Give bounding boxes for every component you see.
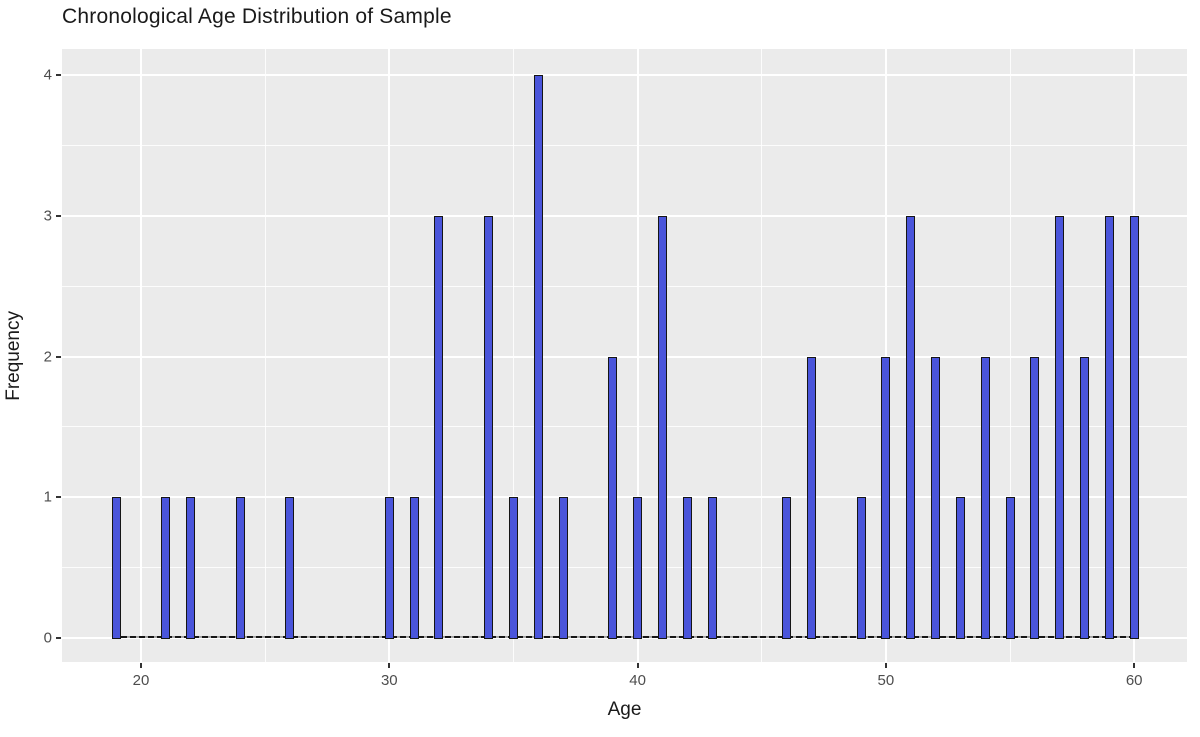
gridline-major-horizontal — [62, 214, 1187, 217]
x-tick-label: 30 — [380, 672, 398, 689]
bar-age-59 — [1104, 215, 1114, 639]
y-tick-mark — [56, 496, 61, 499]
y-axis-title-wrap: Frequency — [2, 49, 26, 662]
bar-age-40 — [633, 497, 643, 639]
gridline-minor-horizontal — [62, 567, 1187, 569]
bar-age-57 — [1055, 215, 1065, 639]
gridline-major-vertical — [140, 49, 142, 662]
bar-age-50 — [881, 356, 891, 639]
gridline-major-horizontal — [62, 355, 1187, 358]
bar-age-26 — [285, 497, 295, 639]
bar-age-53 — [955, 497, 965, 639]
bar-age-41 — [657, 215, 667, 639]
gridline-minor-horizontal — [62, 285, 1187, 287]
y-tick-label: 4 — [43, 66, 52, 84]
bar-age-31 — [409, 497, 419, 639]
y-tick-mark — [56, 214, 61, 217]
y-tick-mark — [56, 74, 61, 76]
bar-age-21 — [161, 497, 171, 639]
gridline-major-vertical — [636, 49, 639, 662]
bar-age-51 — [906, 215, 916, 639]
y-tick-mark — [56, 637, 61, 639]
bar-age-22 — [186, 497, 196, 639]
gridline-major-vertical — [388, 49, 391, 662]
x-tick-mark — [140, 663, 142, 668]
x-tick-mark — [636, 663, 639, 668]
x-tick-label: 50 — [877, 672, 895, 689]
x-tick-mark — [388, 663, 391, 668]
gridline-minor-horizontal — [62, 426, 1187, 428]
x-tick-mark — [1133, 663, 1136, 668]
bar-age-35 — [508, 497, 518, 639]
x-tick-label: 60 — [1125, 672, 1143, 689]
y-tick-label: 3 — [43, 207, 52, 225]
bar-age-60 — [1129, 215, 1139, 639]
y-tick-mark — [56, 355, 61, 358]
plot-panel — [62, 49, 1187, 662]
x-axis-title: Age — [607, 699, 642, 720]
bar-age-19 — [111, 497, 121, 639]
y-tick-label: 1 — [43, 488, 52, 506]
bar-age-39 — [608, 356, 618, 639]
bar-age-47 — [806, 356, 816, 639]
zero-baseline — [111, 636, 1139, 638]
gridline-major-horizontal — [62, 496, 1187, 499]
chart-title: Chronological Age Distribution of Sample — [62, 5, 452, 28]
x-tick-label: 40 — [629, 672, 646, 689]
bar-age-58 — [1080, 356, 1090, 639]
bar-age-34 — [484, 215, 494, 639]
bar-age-32 — [434, 215, 444, 639]
bar-age-52 — [931, 356, 941, 639]
bar-age-36 — [533, 75, 543, 639]
bar-age-42 — [682, 497, 692, 639]
y-tick-label: 2 — [43, 348, 52, 365]
y-axis-title: Frequency — [3, 310, 24, 401]
bar-age-43 — [707, 497, 717, 639]
bar-age-56 — [1030, 356, 1040, 639]
gridline-major-horizontal — [62, 74, 1187, 76]
bar-age-30 — [384, 497, 394, 639]
x-tick-label: 20 — [132, 672, 150, 689]
bar-age-37 — [558, 497, 568, 639]
bar-age-46 — [782, 497, 792, 639]
bar-age-24 — [235, 497, 245, 639]
x-tick-mark — [884, 663, 887, 668]
bar-age-55 — [1005, 497, 1015, 639]
gridline-major-vertical — [884, 49, 887, 662]
bar-age-54 — [980, 356, 990, 639]
bar-age-49 — [856, 497, 866, 639]
gridline-minor-horizontal — [62, 144, 1187, 146]
y-tick-label: 0 — [43, 629, 52, 647]
gridline-major-horizontal — [62, 637, 1187, 639]
